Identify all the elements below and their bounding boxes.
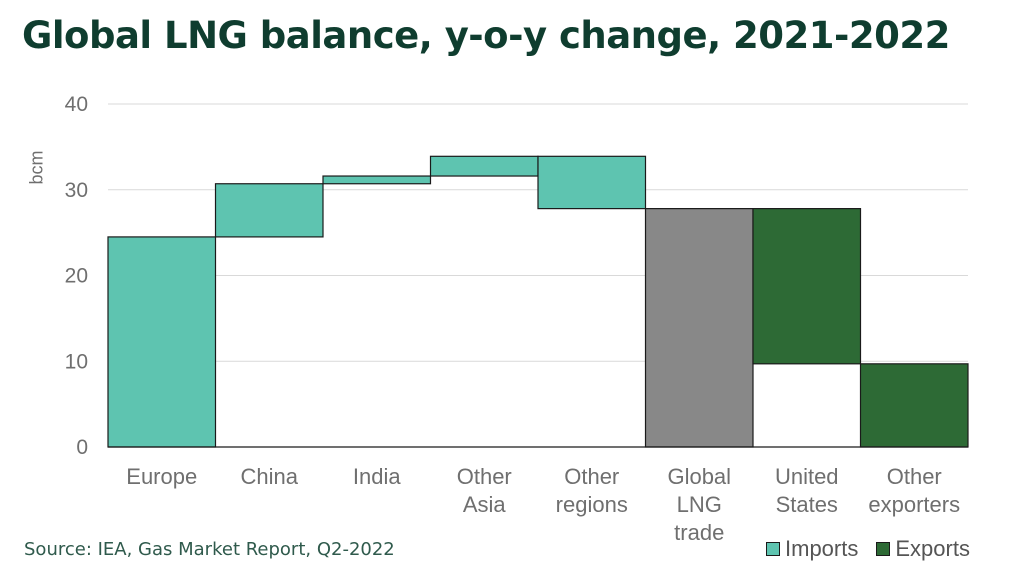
bar-india xyxy=(322,175,432,185)
legend-swatch-imports xyxy=(766,542,780,556)
x-tick-label: exporters xyxy=(868,492,960,517)
x-tick-label: China xyxy=(241,464,299,489)
bar-united-states xyxy=(752,208,862,365)
y-tick-label: 0 xyxy=(76,436,88,459)
x-tick-label: Other xyxy=(457,464,512,489)
legend-label-imports: Imports xyxy=(785,536,859,561)
x-tick-label: Asia xyxy=(463,492,507,517)
bar-europe xyxy=(107,236,217,448)
y-tick-label: 10 xyxy=(65,350,88,373)
x-tick-label: LNG xyxy=(677,492,722,517)
x-tick-label: Europe xyxy=(126,464,197,489)
chart-title: Global LNG balance, y-o-y change, 2021-2… xyxy=(22,14,950,57)
bar-other-regions xyxy=(537,155,647,210)
x-tick-label: Other xyxy=(887,464,942,489)
bar-global-lng-trade xyxy=(644,208,754,448)
x-tick-label: States xyxy=(776,492,838,517)
y-tick-label: 20 xyxy=(65,265,88,288)
legend-label-exports: Exports xyxy=(895,536,970,561)
x-tick-label: Global xyxy=(667,464,731,489)
source-note: Source: IEA, Gas Market Report, Q2-2022 xyxy=(24,539,395,560)
bar-china xyxy=(214,183,324,238)
y-tick-label: 40 xyxy=(65,93,88,116)
y-tick-label: 30 xyxy=(65,179,88,202)
legend-item-imports: Imports xyxy=(766,536,858,562)
x-tick-label: regions xyxy=(556,492,628,517)
legend-item-exports: Exports xyxy=(876,536,970,562)
legend-swatch-exports xyxy=(876,542,891,556)
x-tick-label: Other xyxy=(564,464,619,489)
x-tick-label: India xyxy=(353,464,401,489)
x-tick-label: United xyxy=(775,464,839,489)
legend: Imports Exports xyxy=(766,536,970,562)
bar-other-exporters xyxy=(859,363,969,448)
x-tick-label: trade xyxy=(674,520,724,545)
bar-other-asia xyxy=(429,155,539,177)
